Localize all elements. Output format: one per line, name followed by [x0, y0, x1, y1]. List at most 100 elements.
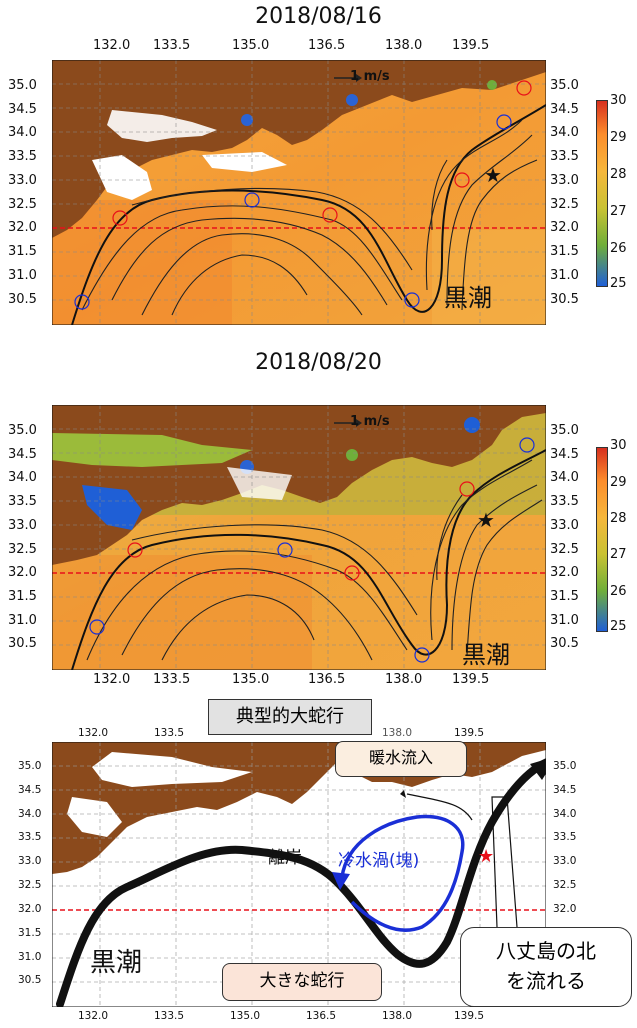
lat-label: 34.0	[553, 808, 577, 820]
lon-label: 133.5	[153, 38, 191, 53]
lat-label: 31.5	[550, 589, 579, 604]
lat-label: 30.5	[550, 292, 579, 307]
lat-label: 30.5	[550, 636, 579, 651]
eddy-markers	[74, 80, 532, 310]
lon-label: 132.0	[93, 672, 131, 687]
panel2-map: ★ 1 m/s 黒潮	[52, 405, 546, 670]
lat-label: 33.0	[18, 855, 42, 867]
lon-label: 139.5	[454, 1010, 485, 1022]
lat-label: 32.5	[553, 879, 577, 891]
lon-label: 139.5	[452, 672, 490, 687]
osaka-bay-cold	[241, 114, 253, 126]
cool-patch	[432, 230, 546, 325]
lat-label: 34.5	[550, 447, 579, 462]
lat-label: 33.0	[550, 518, 579, 533]
offshore-label: 離岸	[268, 848, 302, 868]
lat-label: 31.0	[8, 613, 37, 628]
seto-inland-sea	[107, 110, 217, 142]
lat-label: 31.0	[550, 613, 579, 628]
hachijo-star: ★	[478, 846, 494, 867]
lat-label: 33.5	[550, 494, 579, 509]
lat-label: 33.0	[8, 173, 37, 188]
tokyo-bay-cold	[487, 80, 497, 90]
lat-label: 35.0	[8, 423, 37, 438]
lat-label: 32.0	[8, 220, 37, 235]
lat-label: 34.5	[8, 447, 37, 462]
cbar-label: 30	[610, 93, 627, 108]
lon-label: 136.5	[308, 672, 346, 687]
current-vectors	[71, 449, 546, 670]
lat-label: 31.5	[8, 244, 37, 259]
lat-label: 33.0	[550, 173, 579, 188]
bungo-channel	[67, 797, 122, 837]
lat-label: 32.5	[8, 542, 37, 557]
lat-label: 35.0	[550, 78, 579, 93]
colorbar-1	[596, 100, 608, 287]
scale-label: 1 m/s	[350, 69, 390, 84]
lon-label: 133.5	[154, 1010, 185, 1022]
lon-label: 138.0	[385, 38, 423, 53]
lon-label: 138.0	[382, 1010, 413, 1022]
cbar-label: 26	[610, 241, 627, 256]
warm-patch	[52, 200, 232, 325]
lat-label: 34.0	[8, 125, 37, 140]
colorbar-2	[596, 447, 608, 632]
coastal-white	[202, 152, 287, 172]
hachijo-callout-line2: を流れる	[506, 969, 586, 993]
hachijo-callout-line1: 八丈島の北	[496, 939, 596, 963]
grid	[52, 405, 546, 670]
panel1-map: ★ 1 m/s 黒潮	[52, 60, 546, 325]
warm-inflow-label: 暖水流入	[335, 741, 467, 777]
lat-label: 33.5	[8, 494, 37, 509]
cold-eddy-arrowhead	[332, 872, 350, 890]
lon-label: 135.0	[232, 38, 270, 53]
lat-label: 33.0	[553, 855, 577, 867]
hachijo-star: ★	[484, 163, 502, 187]
lon-label: 135.0	[232, 672, 270, 687]
cbar-label: 27	[610, 204, 627, 219]
panel1-title: 2018/08/16	[255, 4, 382, 29]
panel2-title: 2018/08/20	[255, 350, 382, 375]
lat-label: 32.0	[550, 220, 579, 235]
lat-label: 31.5	[550, 244, 579, 259]
lat-label: 35.0	[550, 423, 579, 438]
lon-label: 132.0	[93, 38, 131, 53]
warm-inflow-arrow	[406, 793, 473, 821]
schematic-title: 典型的大蛇行	[208, 699, 372, 735]
lat-label: 30.5	[18, 974, 42, 986]
lon-label: 136.5	[306, 1010, 337, 1022]
cbar-label: 28	[610, 167, 627, 182]
lat-label: 32.5	[18, 879, 42, 891]
cold-eddy-loop	[340, 814, 465, 932]
lon-label: 138.0	[385, 672, 423, 687]
lat-label: 34.0	[550, 470, 579, 485]
lat-label: 33.5	[553, 831, 577, 843]
japan-land	[52, 60, 546, 238]
cbar-label: 29	[610, 475, 627, 490]
hachijo-callout-pointer	[491, 796, 518, 928]
lat-label: 35.0	[553, 760, 577, 772]
lat-label: 30.5	[8, 292, 37, 307]
bungo-channel-cold	[82, 485, 142, 530]
lon-label: 133.5	[153, 672, 191, 687]
eddy-markers	[89, 437, 535, 663]
cbar-label: 28	[610, 511, 627, 526]
seto-inland-sea	[92, 752, 252, 787]
kuroshio-label: 黒潮	[90, 948, 143, 978]
lat-label: 34.0	[550, 125, 579, 140]
tokyo-bay-cold	[464, 417, 480, 433]
bungo-channel	[92, 155, 152, 200]
lon-label: 139.5	[452, 38, 490, 53]
lon-label: 135.0	[230, 1010, 261, 1022]
lat-label: 32.0	[550, 565, 579, 580]
lat-label: 32.5	[550, 542, 579, 557]
cbar-label: 29	[610, 130, 627, 145]
cbar-label: 25	[610, 276, 627, 291]
cbar-label: 26	[610, 584, 627, 599]
cold-eddy-label: 冷水渦(塊)	[338, 851, 420, 871]
warm-patch	[52, 555, 312, 670]
lat-label: 33.0	[8, 518, 37, 533]
current-vectors	[71, 104, 546, 325]
lat-label: 31.0	[550, 268, 579, 283]
lon-label: 133.5	[154, 727, 185, 739]
